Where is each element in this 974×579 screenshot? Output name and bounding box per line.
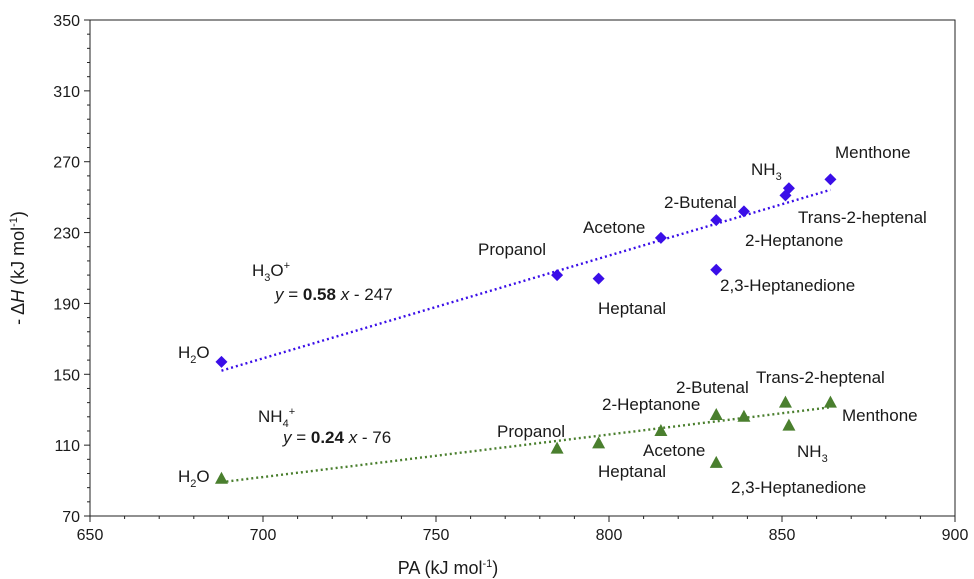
h3o-point (215, 355, 228, 368)
y-tick-label: 230 (53, 226, 80, 243)
point-label-h3o-butenal: 2-Butenal (664, 193, 737, 212)
nh4-point (654, 423, 668, 436)
point-label-h3o-propanol: Propanol (478, 240, 546, 259)
point-label-h3o-acetone: Acetone (583, 218, 645, 237)
nh4-point (737, 409, 751, 422)
point-label-nh4-heptanal: Heptanal (598, 462, 666, 481)
point-label-nh4-nh3: NH3 (797, 442, 828, 465)
point-label-nh4-heptanedione: 2,3-Heptanedione (731, 478, 866, 497)
point-label-h3o-menthone: Menthone (835, 143, 911, 162)
point-label-nh4-heptenal: Trans-2-heptenal (756, 368, 885, 387)
y-tick-label: 190 (53, 296, 80, 313)
nh4-trendline (221, 406, 831, 484)
y-axis-title: - ΔH (kJ mol-1) (8, 211, 28, 325)
point-label-h3o-heptenal: Trans-2-heptenal (798, 208, 927, 227)
nh4-point (709, 455, 723, 468)
x-tick-label: 650 (77, 527, 104, 544)
y-tick-label: 70 (62, 509, 80, 526)
point-label-h3o-heptanedione: 2,3-Heptanedione (720, 276, 855, 295)
point-label-nh4-acetone: Acetone (643, 441, 705, 460)
y-tick-label: 270 (53, 155, 80, 172)
nh4-point (823, 395, 837, 408)
h3o-ion-label: H3O+ (252, 260, 290, 284)
h3o-point (710, 214, 723, 227)
h3o-point-labels: H2O Propanol Heptanal Acetone 2-Butenal … (178, 143, 927, 366)
x-tick-label: 700 (250, 527, 277, 544)
h3o-trendline (221, 188, 831, 372)
point-label-h3o-heptanone: 2-Heptanone (745, 231, 843, 250)
nh4-point (709, 408, 723, 421)
x-axis-title: PA (kJ mol-1) (398, 558, 498, 578)
y-axis: 70 110 150 190 230 270 310 350 (53, 13, 90, 526)
y-tick-label: 110 (54, 438, 80, 455)
point-label-nh4-menthone: Menthone (842, 406, 918, 425)
point-label-h3o-heptanal: Heptanal (598, 299, 666, 318)
nh4-equation: y = 0.24 x - 76 (282, 428, 391, 447)
h3o-equation: y = 0.58 x - 247 (274, 285, 393, 304)
h3o-point (710, 263, 723, 276)
point-label-nh4-butenal: 2-Butenal (676, 378, 749, 397)
nh4-point (592, 436, 606, 449)
nh4-point-labels: H2O Propanol Heptanal Acetone 2-Heptanon… (178, 368, 918, 497)
nh4-point (782, 418, 796, 431)
x-tick-label: 750 (423, 527, 450, 544)
nh4-point (550, 441, 564, 454)
y-tick-label: 150 (53, 367, 80, 384)
h3o-point (654, 231, 667, 244)
point-label-h3o-nh3: NH3 (751, 160, 782, 183)
point-label-nh4-propanol: Propanol (497, 422, 565, 441)
plot-area (89, 19, 956, 517)
h3o-point (782, 182, 795, 195)
x-tick-label: 800 (596, 527, 623, 544)
point-label-nh4-h2o: H2O (178, 467, 210, 490)
data-points (214, 173, 837, 484)
h3o-point (737, 205, 750, 218)
h3o-point (824, 173, 837, 186)
x-tick-label: 900 (942, 527, 969, 544)
point-label-nh4-heptanone: 2-Heptanone (602, 395, 700, 414)
nh4-point (778, 395, 792, 408)
nh4-point (214, 471, 228, 484)
y-tick-label: 310 (53, 84, 80, 101)
trendlines (221, 188, 831, 484)
point-label-h3o-h2o: H2O (178, 343, 210, 366)
x-tick-label: 850 (769, 527, 796, 544)
x-axis: 650 700 750 800 850 900 (77, 516, 969, 544)
h3o-point (551, 269, 564, 282)
y-tick-label: 350 (53, 13, 80, 30)
nh4-ion-label: NH4+ (258, 406, 295, 430)
h3o-point (592, 272, 605, 285)
